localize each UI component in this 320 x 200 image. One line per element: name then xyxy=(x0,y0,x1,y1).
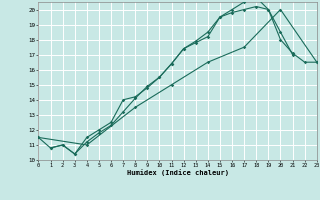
X-axis label: Humidex (Indice chaleur): Humidex (Indice chaleur) xyxy=(127,169,228,176)
